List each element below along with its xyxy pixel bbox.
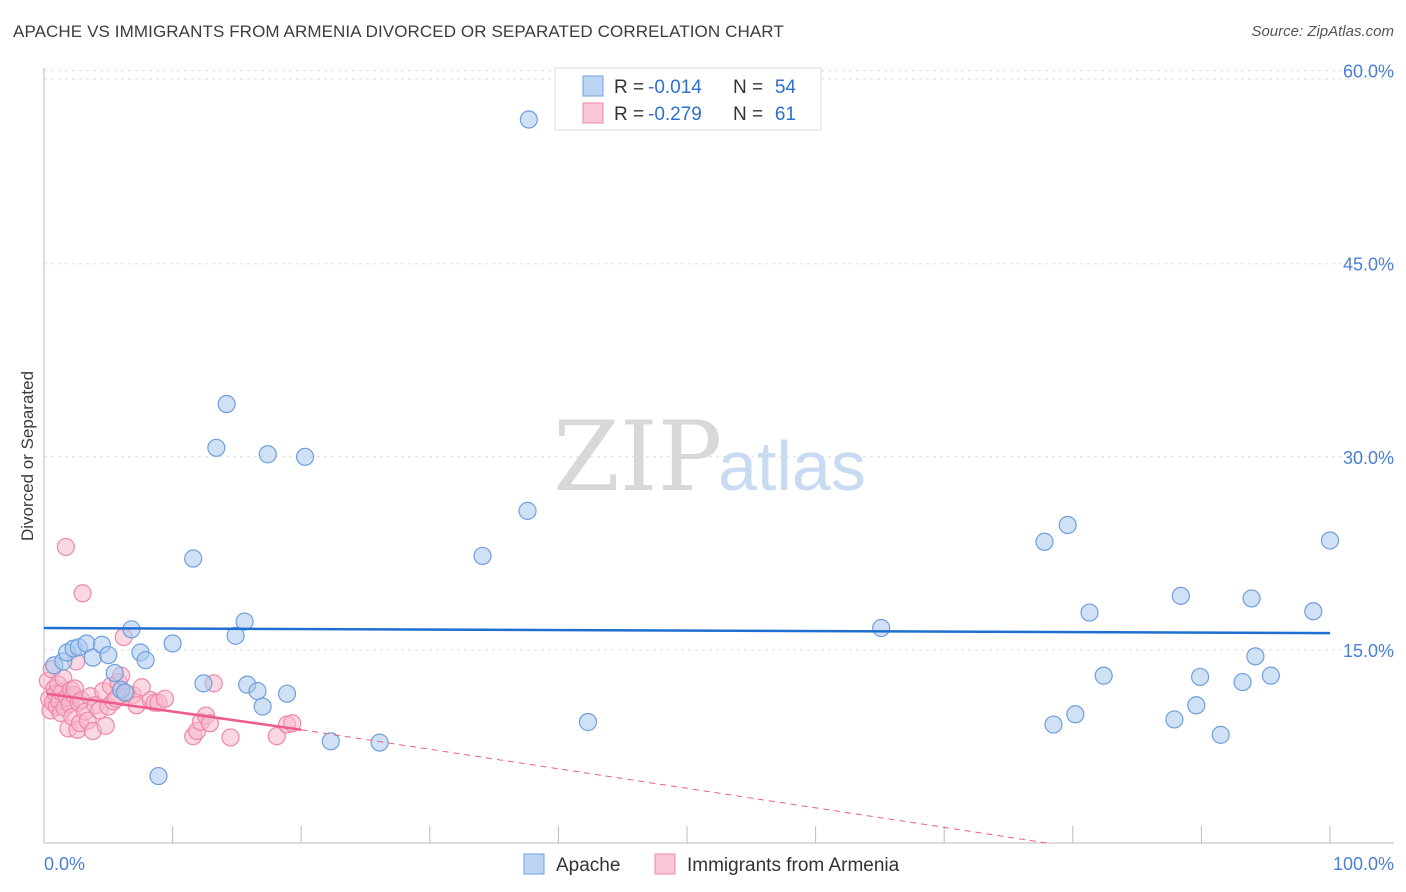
apache-point-9 <box>105 663 124 683</box>
bottom-legend-apache: Apache <box>556 855 620 876</box>
apache-point-42 <box>1165 710 1184 729</box>
legend-n-value-armenia: 61 <box>775 104 796 125</box>
legend-r-label-apache: R = <box>614 77 644 98</box>
x-ticks <box>43 826 1331 843</box>
apache-point-26 <box>258 445 277 464</box>
apache-point-38 <box>1058 515 1077 535</box>
apache-point-18 <box>194 674 213 693</box>
trendline-armenia <box>46 692 302 731</box>
legend-swatch-apache <box>582 75 604 97</box>
legend-n-label-armenia: N = <box>733 104 763 125</box>
armenia-point-55 <box>200 714 219 733</box>
apache-point-33 <box>519 110 538 129</box>
legend-r-value-armenia: -0.279 <box>648 104 702 125</box>
apache-point-37 <box>1044 715 1063 734</box>
apache-point-15 <box>149 766 168 786</box>
apache-point-29 <box>321 732 340 751</box>
watermark: ZIP atlas <box>553 401 866 513</box>
apache-point-52 <box>1320 531 1340 550</box>
apache-point-50 <box>1261 666 1280 685</box>
legend-r-label-armenia: R = <box>614 104 644 125</box>
watermark-zip: ZIP <box>553 401 722 513</box>
apache-point-31 <box>473 546 492 566</box>
bottom-legend-swatch-apache <box>523 853 545 875</box>
apache-point-36 <box>1035 532 1054 551</box>
apache-point-44 <box>1187 696 1206 715</box>
legend-r-value-apache: -0.014 <box>648 77 702 98</box>
apache-point-41 <box>1094 666 1113 685</box>
armenia-point-50 <box>155 689 174 708</box>
chart-title: APACHE VS IMMIGRANTS FROM ARMENIA DIVORC… <box>13 22 784 41</box>
apache-point-39 <box>1066 705 1085 724</box>
y-tick-label-30: 30.0% <box>1343 448 1394 468</box>
legend-n-label-apache: N = <box>733 77 763 98</box>
apache-point-32 <box>518 501 537 520</box>
legend-n-value-apache: 54 <box>775 77 797 98</box>
legend-swatch-armenia <box>582 102 604 124</box>
bottom-legend-swatch-armenia <box>654 853 676 875</box>
trendlines <box>43 626 1331 844</box>
apache-point-49 <box>1246 647 1265 666</box>
watermark-atlas: atlas <box>718 427 866 505</box>
trendline-apache <box>43 626 1331 635</box>
apache-point-16 <box>163 634 182 653</box>
apache-point-19 <box>207 438 226 457</box>
apache-point-45 <box>1191 667 1210 687</box>
y-tick-label-45: 45.0% <box>1343 255 1394 275</box>
armenia-point-14 <box>56 537 75 557</box>
apache-point-30 <box>370 733 389 752</box>
gridlines <box>44 70 1394 651</box>
apache-point-27 <box>277 684 297 703</box>
legend: R = -0.014 N = 54 R = -0.279 N = 61 <box>554 67 822 131</box>
apache-point-47 <box>1233 672 1252 692</box>
apache-point-40 <box>1080 603 1099 622</box>
x-tick-label-min: 0.0% <box>44 854 85 874</box>
apache-point-22 <box>235 612 254 631</box>
apache-point-17 <box>184 549 203 568</box>
armenia-point-27 <box>73 584 92 603</box>
apache-point-24 <box>248 681 267 701</box>
armenia-point-35 <box>96 716 115 735</box>
armenia-point-58 <box>267 727 286 746</box>
y-tick-label-60: 60.0% <box>1343 62 1394 82</box>
apache-point-20 <box>217 394 236 414</box>
bottom-legend: Apache Immigrants from Armenia <box>523 853 900 876</box>
apache-point-25 <box>253 697 272 716</box>
apache-point-34 <box>578 712 598 732</box>
apache-point-8 <box>99 645 118 665</box>
apache-point-43 <box>1171 586 1190 605</box>
x-tick-label-max: 100.0% <box>1333 854 1394 874</box>
apache-point-11 <box>115 683 135 702</box>
y-tick-labels: 15.0% 30.0% 45.0% 60.0% <box>1343 62 1394 661</box>
armenia-point-57 <box>221 728 240 747</box>
apache-point-28 <box>295 447 315 466</box>
apache-point-46 <box>1211 725 1230 744</box>
apache-point-51 <box>1304 602 1323 621</box>
y-axis-label: Divorced or Separated <box>18 371 37 541</box>
source-label: Source: ZipAtlas.com <box>1251 23 1394 40</box>
y-tick-label-15: 15.0% <box>1343 641 1394 661</box>
apache-point-48 <box>1242 589 1261 608</box>
apache-point-14 <box>136 651 155 670</box>
apache-point-35 <box>872 618 891 638</box>
series-apache-points <box>45 110 1340 786</box>
trendline-armenia-extension <box>301 729 1048 844</box>
apache-point-21 <box>226 626 245 645</box>
armenia-point-46 <box>132 678 151 697</box>
bottom-legend-armenia: Immigrants from Armenia <box>687 855 900 876</box>
